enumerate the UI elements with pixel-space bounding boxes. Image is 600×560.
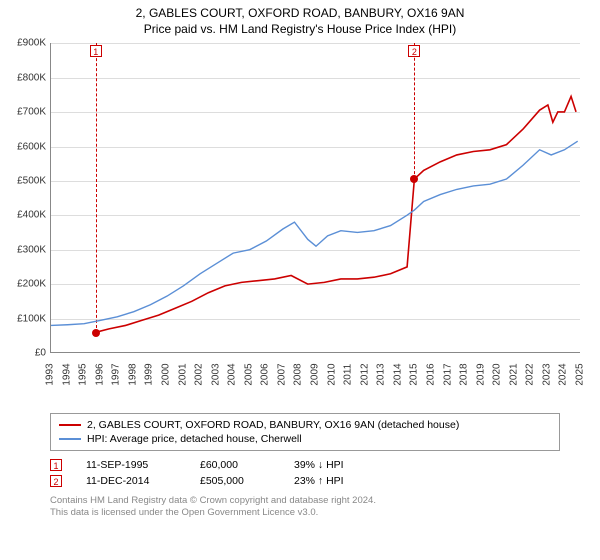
x-axis-label: 2006: [260, 364, 271, 386]
x-axis-label: 2020: [492, 364, 503, 386]
y-axis-label: £500K: [17, 175, 46, 186]
x-axis-label: 1994: [61, 364, 72, 386]
marker-badge: 1: [90, 45, 102, 57]
x-axis-label: 1998: [127, 364, 138, 386]
x-axis-label: 2002: [194, 364, 205, 386]
y-axis-label: £900K: [17, 38, 46, 49]
x-axis-label: 2010: [326, 364, 337, 386]
legend-label: HPI: Average price, detached house, Cher…: [87, 433, 302, 445]
x-axis-label: 1996: [94, 364, 105, 386]
x-axis-label: 2011: [343, 364, 354, 386]
chart-title-line1: 2, GABLES COURT, OXFORD ROAD, BANBURY, O…: [0, 0, 600, 22]
y-axis-label: £200K: [17, 279, 46, 290]
line-layer: [51, 43, 581, 353]
x-axis-label: 2013: [376, 364, 387, 386]
legend-swatch: [59, 438, 81, 440]
marker-badge: 2: [408, 45, 420, 57]
x-axis-label: 2022: [525, 364, 536, 386]
legend-swatch: [59, 424, 81, 426]
sale-marker-badge: 1: [50, 459, 62, 471]
x-axis-label: 2008: [293, 364, 304, 386]
x-axis-label: 2004: [227, 364, 238, 386]
legend-row: HPI: Average price, detached house, Cher…: [59, 432, 551, 446]
x-axis-label: 2019: [475, 364, 486, 386]
x-axis-label: 2009: [310, 364, 321, 386]
marker-dot: [92, 329, 100, 337]
x-axis-label: 2021: [508, 364, 519, 386]
plot-region: 12: [50, 43, 580, 353]
x-axis-label: 2023: [541, 364, 552, 386]
sale-date: 11-SEP-1995: [86, 459, 176, 471]
sale-marker-badge: 2: [50, 475, 62, 487]
marker-dot: [410, 175, 418, 183]
x-axis-label: 1997: [111, 364, 122, 386]
x-axis-label: 2003: [210, 364, 221, 386]
y-axis-label: £400K: [17, 210, 46, 221]
x-axis-label: 2001: [177, 364, 188, 386]
chart-title-line2: Price paid vs. HM Land Registry's House …: [0, 22, 600, 38]
sale-row: 2 11-DEC-2014 £505,000 23% ↑ HPI: [50, 473, 580, 489]
x-axis-label: 2015: [409, 364, 420, 386]
series-hpi: [51, 141, 578, 325]
y-axis-label: £800K: [17, 72, 46, 83]
sales-table: 1 11-SEP-1995 £60,000 39% ↓ HPI 2 11-DEC-2014…: [50, 457, 580, 489]
x-axis-label: 1999: [144, 364, 155, 386]
x-axis-label: 2017: [442, 364, 453, 386]
y-axis-label: £700K: [17, 107, 46, 118]
x-axis-label: 2000: [160, 364, 171, 386]
sale-price: £505,000: [200, 475, 270, 487]
x-axis-label: 2025: [575, 364, 586, 386]
sale-delta: 23% ↑ HPI: [294, 475, 384, 487]
y-axis-label: £600K: [17, 141, 46, 152]
footnote: Contains HM Land Registry data © Crown c…: [50, 495, 580, 519]
sale-date: 11-DEC-2014: [86, 475, 176, 487]
x-axis-label: 1993: [45, 364, 56, 386]
footnote-line2: This data is licensed under the Open Gov…: [50, 507, 580, 519]
y-axis-label: £300K: [17, 244, 46, 255]
chart-area: 12 £0£100K£200K£300K£400K£500K£600K£700K…: [50, 43, 580, 383]
y-axis-label: £100K: [17, 313, 46, 324]
series-price_paid: [96, 97, 576, 333]
y-axis-label: £0: [35, 348, 46, 359]
x-axis-label: 1995: [78, 364, 89, 386]
footnote-line1: Contains HM Land Registry data © Crown c…: [50, 495, 580, 507]
legend-label: 2, GABLES COURT, OXFORD ROAD, BANBURY, O…: [87, 419, 459, 431]
legend-row: 2, GABLES COURT, OXFORD ROAD, BANBURY, O…: [59, 418, 551, 432]
x-axis-label: 2005: [243, 364, 254, 386]
x-axis-label: 2012: [359, 364, 370, 386]
x-axis-label: 2014: [392, 364, 403, 386]
x-axis-label: 2024: [558, 364, 569, 386]
sale-delta: 39% ↓ HPI: [294, 459, 384, 471]
x-axis-label: 2018: [459, 364, 470, 386]
sale-price: £60,000: [200, 459, 270, 471]
legend: 2, GABLES COURT, OXFORD ROAD, BANBURY, O…: [50, 413, 560, 451]
sale-row: 1 11-SEP-1995 £60,000 39% ↓ HPI: [50, 457, 580, 473]
x-axis-label: 2007: [276, 364, 287, 386]
x-axis-label: 2016: [425, 364, 436, 386]
